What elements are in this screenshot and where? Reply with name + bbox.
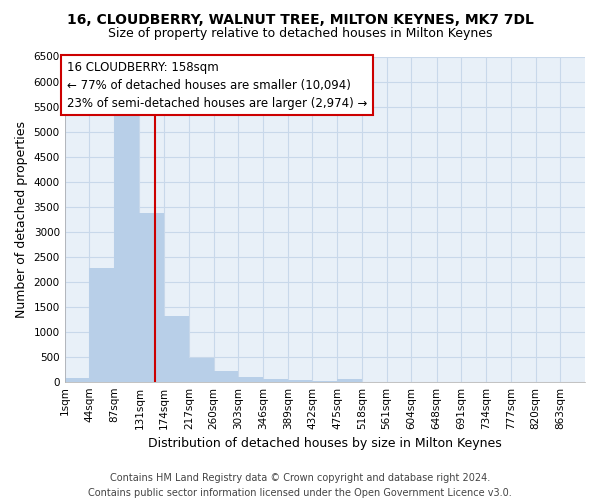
Bar [139,212,164,382]
Text: Size of property relative to detached houses in Milton Keynes: Size of property relative to detached ho… [108,28,492,40]
Text: 16, CLOUDBERRY, WALNUT TREE, MILTON KEYNES, MK7 7DL: 16, CLOUDBERRY, WALNUT TREE, MILTON KEYN… [67,12,533,26]
Bar [89,268,114,382]
Bar [164,316,189,382]
Bar [313,381,337,382]
Text: Contains HM Land Registry data © Crown copyright and database right 2024.
Contai: Contains HM Land Registry data © Crown c… [88,472,512,498]
Bar [65,378,89,382]
Bar [337,379,362,382]
Y-axis label: Number of detached properties: Number of detached properties [15,120,28,318]
Bar [214,371,238,382]
Bar [288,380,313,382]
Bar [238,377,263,382]
Bar [263,379,288,382]
Bar [114,110,139,382]
Bar [189,358,214,382]
X-axis label: Distribution of detached houses by size in Milton Keynes: Distribution of detached houses by size … [148,437,502,450]
Text: 16 CLOUDBERRY: 158sqm
← 77% of detached houses are smaller (10,094)
23% of semi-: 16 CLOUDBERRY: 158sqm ← 77% of detached … [67,60,367,110]
